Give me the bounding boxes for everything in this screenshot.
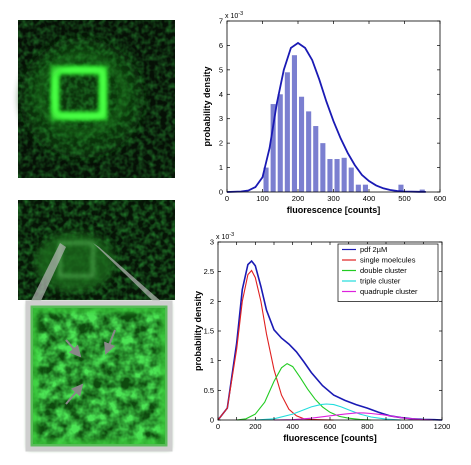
histogram-xtick-label-2: 200 — [292, 194, 305, 203]
mixture-xtick-label-0: 0 — [216, 422, 220, 431]
histogram-xtick-label-5: 500 — [398, 194, 411, 203]
mixture-axes: 0 200 400 600 800 1000 1200 0 0.5 1 1.5 2 2.5 3 — [204, 238, 451, 432]
histogram-bar-4 — [291, 55, 297, 193]
mixture-ytick-label-3: 1.5 — [204, 327, 214, 336]
mixture-xtick-label-2: 200 — [249, 422, 262, 431]
histogram-ytick-label-0: 0 — [219, 188, 223, 197]
histogram-bar-12 — [348, 167, 354, 192]
mixture-y-multiplier: x 10-3 — [216, 232, 234, 241]
mixture-chart: 0 200 400 600 800 1000 1200 0 0.5 1 1.5 2 2.5 3 fluor… — [193, 232, 450, 443]
inset-frame — [25, 300, 173, 452]
histogram-bar-6 — [306, 111, 312, 192]
histogram-xtick-label-6: 600 — [434, 194, 447, 203]
histogram-ytick-label-4: 4 — [219, 90, 223, 99]
histogram-xtick-label-1: 100 — [256, 194, 269, 203]
mixture-ytick-label-5: 2.5 — [204, 267, 214, 276]
mixture-xtick-label-4: 400 — [286, 422, 299, 431]
histogram-bar-11 — [341, 157, 347, 192]
mixture-ytick-label-4: 2 — [210, 297, 214, 306]
histogram-plot-frame — [226, 20, 441, 193]
series-line-2 — [236, 362, 372, 421]
multiplier-base: x 10 — [225, 13, 238, 20]
histogram-bar-13 — [355, 184, 361, 192]
histogram-bar-7 — [313, 126, 319, 192]
multiplier-base: x 10 — [216, 234, 229, 241]
mixture-xtick-label-8: 800 — [361, 422, 374, 431]
series-line-3 — [255, 403, 401, 421]
mixture-xtick-label-10: 1000 — [396, 422, 413, 431]
mixture-xtick-label-12: 1200 — [434, 422, 451, 431]
histogram-bar-10 — [334, 159, 340, 192]
histogram-ytick-label-5: 5 — [219, 65, 223, 74]
legend-entry-3: triple cluster — [360, 277, 401, 286]
mixture-xtick-label-6: 600 — [324, 422, 337, 431]
zoom-connectors — [30, 243, 163, 303]
histogram-y-multiplier: x 10-3 — [225, 11, 243, 20]
histogram-ytick-label-1: 1 — [219, 163, 223, 172]
mixture-xlabel: fluorescence [counts] — [283, 433, 377, 443]
histogram-chart: 0 100 200 300 400 500 600 0 1 2 3 4 5 6 7 fluorescence… — [202, 11, 446, 215]
mixture-ytick-label-0: 0 — [210, 416, 214, 425]
histogram-bar-0 — [263, 167, 269, 192]
mixture-ytick-label-1: 0.5 — [204, 386, 214, 395]
histogram-bar-9 — [327, 159, 333, 192]
micrograph-inset — [25, 300, 173, 452]
legend-entry-2: double cluster — [360, 266, 407, 275]
histogram-ylabel: probability density — [202, 66, 212, 146]
histogram-ytick-label-3: 3 — [219, 114, 223, 123]
arrow-2 — [104, 329, 116, 355]
histogram-bar-14 — [362, 184, 368, 192]
histogram-ytick-label-2: 2 — [219, 139, 223, 148]
legend-entry-0: pdf 2µM — [360, 245, 387, 254]
histogram-bar-8 — [320, 143, 326, 192]
histogram-bar-16 — [419, 189, 425, 192]
mixture-ylabel: probability density — [193, 291, 203, 371]
micrograph-top — [18, 20, 175, 178]
histogram-ytick-label-6: 6 — [219, 41, 223, 50]
histogram-bar-2 — [277, 94, 283, 192]
arrow-3 — [65, 383, 84, 405]
histogram-xtick-label-0: 0 — [225, 194, 229, 203]
histogram-bars — [263, 55, 425, 193]
histogram-bar-15 — [398, 184, 404, 192]
multiplier-exp: -3 — [238, 11, 243, 17]
fit-curve-group — [226, 41, 426, 193]
histogram-xtick-label-3: 300 — [327, 194, 340, 203]
mixture-ytick-label-6: 3 — [210, 238, 214, 247]
histogram-bar-5 — [299, 96, 305, 192]
histogram-bar-3 — [284, 72, 290, 192]
multiplier-exp: -3 — [229, 232, 234, 238]
fit-curve — [226, 41, 426, 193]
histogram-xlabel: fluorescence [counts] — [287, 205, 381, 215]
histogram-ytick-label-7: 7 — [219, 17, 223, 26]
mixture-ytick-label-2: 1 — [210, 356, 214, 365]
histogram-xtick-label-4: 400 — [363, 194, 376, 203]
histogram-bar-1 — [270, 104, 276, 192]
legend-entry-4: quadruple cluster — [360, 287, 418, 296]
legend-entry-1: single moelcules — [360, 256, 416, 265]
histogram-axes: 0 100 200 300 400 500 600 0 1 2 3 4 5 6 7 — [219, 17, 446, 204]
arrow-1 — [65, 339, 82, 358]
series-line-1 — [217, 269, 334, 421]
